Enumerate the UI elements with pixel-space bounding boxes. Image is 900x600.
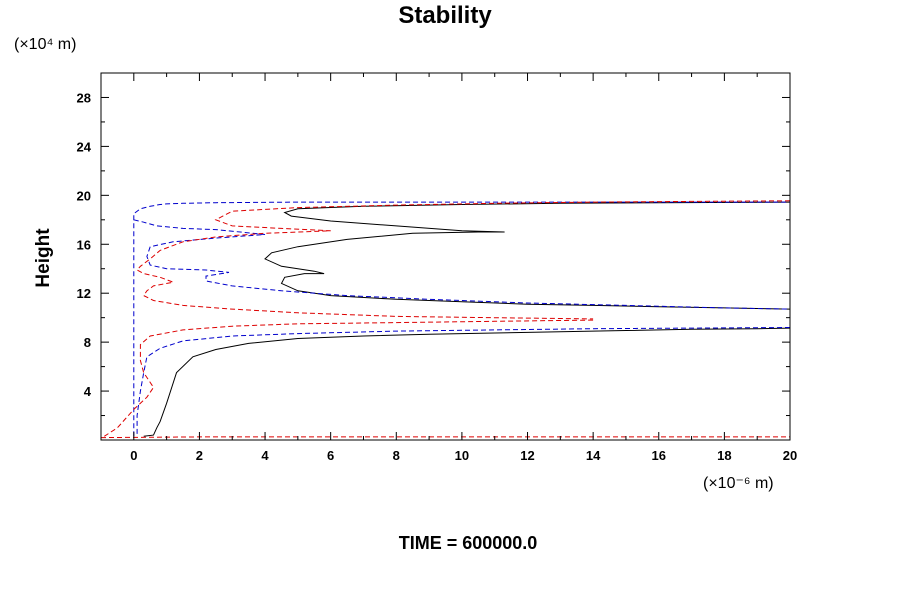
series-line-6 (136, 200, 790, 320)
series-line-8 (101, 436, 790, 439)
x-tick-label: 0 (130, 448, 137, 463)
x-tick-label: 14 (586, 448, 601, 463)
x-unit-label: (×10⁻⁶ m) (703, 475, 774, 492)
series-line-5 (136, 327, 790, 437)
series-group (101, 200, 790, 439)
plot-frame (100, 72, 791, 441)
x-tick-label: 8 (393, 448, 400, 463)
y-tick-label: 20 (77, 188, 91, 203)
x-tick-label: 6 (327, 448, 334, 463)
y-tick-label: 28 (77, 90, 91, 105)
series-line-2 (264, 201, 790, 310)
x-tick-label: 18 (717, 448, 731, 463)
series-line-7 (104, 319, 594, 437)
y-axis-label: Height (33, 228, 54, 288)
series-line-1 (143, 327, 790, 437)
x-tick-label: 12 (520, 448, 534, 463)
y-tick-label: 16 (77, 237, 91, 252)
y-tick-label: 24 (77, 139, 92, 154)
x-tick-label: 2 (196, 448, 203, 463)
y-tick-label: 4 (84, 384, 92, 399)
x-tick-label: 10 (455, 448, 469, 463)
series-line-4 (133, 219, 790, 310)
y-tick-label: 8 (84, 335, 91, 350)
y-unit-label: (×10⁴ m) (14, 36, 76, 53)
x-tick-label: 16 (652, 448, 666, 463)
time-footer: TIME = 600000.0 (399, 533, 538, 553)
chart-title: Stability (398, 2, 492, 29)
x-tick-label: 4 (261, 448, 269, 463)
y-tick-label: 12 (77, 286, 91, 301)
series-line-3 (133, 201, 790, 437)
x-tick-label: 20 (783, 448, 797, 463)
